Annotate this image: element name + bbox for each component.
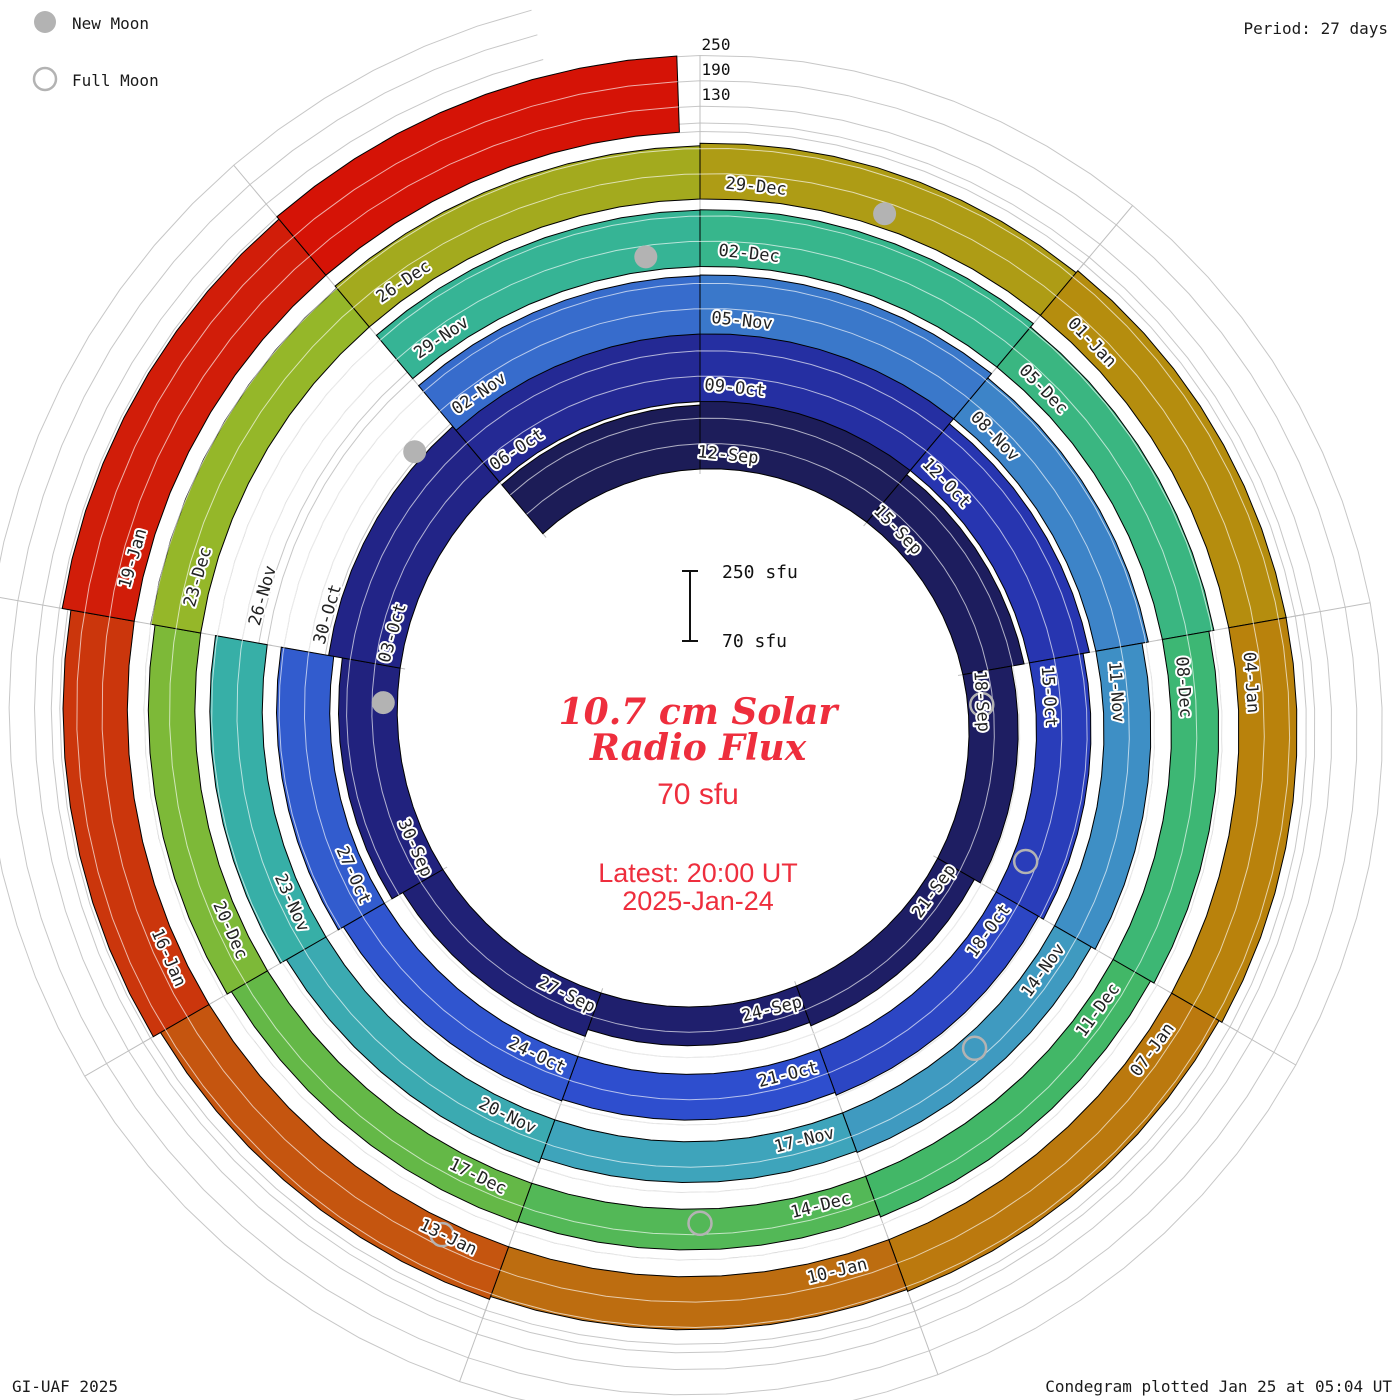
baseline-flux-label: 70 sfu [657, 778, 739, 811]
flux-bar-block [795, 857, 976, 1027]
date-label: 18-Sep [969, 670, 993, 733]
chart-title-line1: 10.7 cm Solar [559, 691, 841, 733]
date-label: 08-Dec [1171, 656, 1195, 719]
new-moon-icon [34, 11, 56, 33]
date-label: 04-Jan [1239, 651, 1263, 714]
flux-bar-block [1053, 642, 1152, 950]
radial-tick-190: 190 [702, 60, 731, 79]
grid-radial-tick [1225, 1024, 1297, 1066]
new-moon-marker [403, 440, 427, 464]
flux-bar-block [909, 423, 1091, 664]
latest-date-label: 2025-Jan-24 [622, 886, 774, 916]
flux-bar-block [699, 274, 993, 420]
flux-bar-block [865, 958, 1152, 1218]
flux-bar-block [866, 473, 1025, 676]
period-label: Period: 27 days [1244, 19, 1389, 38]
radial-tick-130: 130 [702, 85, 731, 104]
grid-overlay-line [76, 81, 1291, 1329]
moon-markers [371, 202, 1039, 1248]
flux-bar-block [888, 992, 1220, 1292]
flux-bar-block [276, 55, 680, 276]
flux-bar-block [489, 1239, 908, 1331]
scale-min-label: 70 sfu [722, 631, 787, 652]
date-label: 26-Nov [245, 563, 281, 628]
flux-bar-block [996, 326, 1215, 641]
flux-bar-block [209, 635, 327, 964]
moon-legend: New Moon Full Moon [32, 11, 159, 92]
new-moon-marker [634, 245, 658, 269]
scale-indicator: 250 sfu 70 sfu [682, 562, 798, 652]
scale-max-label: 250 sfu [722, 562, 798, 583]
chart-title-line2: Radio Flux [589, 727, 807, 769]
grid-radial-tick [909, 1298, 939, 1375]
new-moon-marker [371, 691, 395, 715]
grid-radial-tick [1290, 602, 1371, 618]
full-moon-marker [969, 691, 995, 718]
spiral-plot: 12-Sep15-Sep18-Sep21-Sep24-Sep27-Sep30-S… [0, 9, 1383, 1400]
flux-bar-block [937, 665, 1019, 884]
flux-bar-block [952, 377, 1149, 652]
flux-bar-block [818, 891, 1040, 1096]
latest-time-label: Latest: 20:00 UT [598, 858, 798, 888]
grid-radial-tick [1080, 205, 1133, 268]
grid-radial-tick [84, 1035, 156, 1077]
full-moon-marker [429, 1221, 455, 1248]
flux-bar-block [275, 646, 385, 931]
full-moon-marker [961, 1035, 988, 1062]
full-moon-icon [32, 66, 58, 92]
center-title: 10.7 cm Solar Radio Flux 70 sfu Latest: … [559, 691, 841, 916]
flux-bar-block [1170, 617, 1298, 1023]
radial-axis-labels: 250 190 130 [702, 35, 731, 104]
full-moon-marker [1012, 848, 1039, 875]
new-moon-label: New Moon [72, 14, 149, 33]
date-label: 15-Oct [1037, 665, 1061, 728]
flux-bar-block [1112, 630, 1219, 984]
full-moon-label: Full Moon [72, 71, 159, 90]
grid-radial-tick [0, 597, 73, 611]
date-label: 11-Nov [1104, 661, 1128, 724]
full-moon-marker [687, 1210, 713, 1237]
footer-credit: GI-UAF 2025 [12, 1377, 118, 1396]
footer-plotted: Condegram plotted Jan 25 at 05:04 UT [1045, 1377, 1392, 1396]
new-moon-marker [873, 202, 897, 226]
flux-bar-block [699, 209, 1035, 368]
grid-overlay-line [101, 106, 1265, 1303]
grid-radial-tick [459, 1305, 488, 1382]
radial-tick-250: 250 [702, 35, 731, 54]
